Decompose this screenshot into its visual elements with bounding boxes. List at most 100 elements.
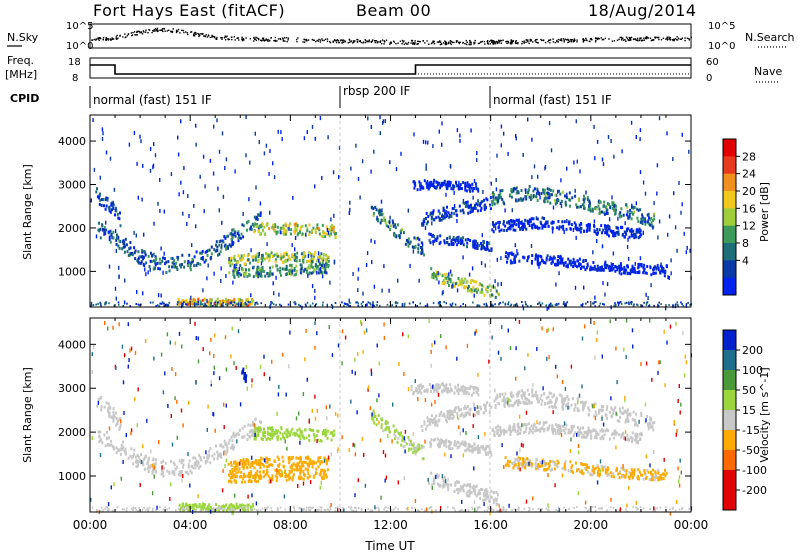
velocity-point: [215, 503, 218, 507]
power-point: [303, 136, 306, 141]
power-point: [603, 303, 605, 306]
velocity-point: [107, 443, 109, 446]
power-point: [537, 174, 539, 179]
power-point: [268, 171, 270, 176]
power-point: [256, 217, 259, 221]
velocity-point: [307, 472, 310, 476]
power-point: [272, 223, 275, 227]
power-point: [557, 255, 560, 258]
velocity-point: [153, 463, 156, 467]
velocity-point: [198, 453, 201, 457]
noise-point: [487, 42, 489, 44]
power-point: [295, 255, 298, 259]
velocity-point: [410, 447, 413, 451]
power-point: [584, 259, 587, 262]
velocity-point: [114, 411, 117, 415]
power-point: [97, 228, 100, 232]
noise-point: [359, 40, 362, 43]
power-point: [496, 291, 499, 295]
velocity-point: [477, 451, 480, 454]
velocity-point: [182, 458, 185, 462]
power-point: [136, 290, 138, 294]
velocity-point: [143, 467, 146, 471]
velocity-point: [301, 462, 304, 466]
velocity-point: [535, 390, 537, 394]
velocity-point: [313, 434, 316, 438]
noise-point: [255, 39, 258, 42]
power-point: [472, 208, 474, 212]
noise-point: [628, 36, 630, 39]
power-point: [270, 303, 272, 306]
noise-point: [199, 34, 201, 37]
velocity-point: [278, 462, 281, 466]
power-point: [492, 195, 495, 199]
power-point: [504, 208, 506, 213]
power-point: [213, 124, 215, 129]
velocity-point: [621, 412, 624, 416]
power-point: [282, 226, 285, 230]
power-point: [536, 225, 538, 229]
noise-point: [93, 38, 95, 41]
velocity-point: [393, 433, 396, 437]
power-point: [639, 263, 642, 266]
power-point: [246, 221, 249, 225]
noise-point: [223, 37, 226, 39]
noise-point: [231, 38, 233, 41]
power-point: [473, 179, 476, 183]
velocity-point: [194, 461, 197, 465]
power-point: [439, 234, 442, 238]
noise-point: [672, 39, 674, 42]
velocity-point: [207, 456, 210, 460]
velocity-point: [454, 481, 457, 485]
velocity-point: [200, 509, 203, 513]
power-point: [449, 214, 452, 218]
power-point: [102, 228, 104, 231]
power-point: [636, 230, 639, 234]
power-point: [509, 305, 512, 308]
power-point: [285, 265, 288, 268]
power-point: [157, 304, 159, 307]
power-point: [315, 266, 318, 270]
power-point: [543, 199, 545, 203]
noise-point: [629, 37, 631, 40]
power-point: [317, 265, 320, 269]
power-point: [221, 303, 224, 306]
velocity-point: [398, 432, 401, 435]
power-point: [374, 240, 376, 245]
velocity-point: [105, 436, 108, 440]
velocity-point: [110, 415, 113, 419]
velocity-point: [443, 484, 446, 488]
power-point: [299, 304, 302, 307]
power-point: [653, 304, 655, 307]
power-point: [386, 303, 389, 306]
velocity-point: [249, 465, 252, 469]
power-point: [484, 263, 486, 268]
power-point: [649, 223, 652, 227]
noise-point: [470, 41, 472, 43]
power-point: [550, 148, 553, 153]
power-point: [235, 271, 238, 274]
velocity-point: [323, 456, 326, 460]
noise-point: [412, 42, 414, 44]
power-point: [401, 228, 404, 232]
power-point: [357, 276, 359, 281]
power-point: [601, 210, 603, 214]
noise-point: [453, 41, 455, 44]
velocity-point: [325, 475, 328, 479]
velocity-point: [99, 437, 102, 441]
velocity-point: [276, 455, 279, 459]
power-point: [416, 305, 418, 307]
power-point: [647, 222, 650, 226]
power-point: [635, 201, 637, 206]
velocity-point: [227, 473, 230, 477]
power-point: [378, 211, 380, 215]
power-point: [357, 302, 359, 305]
power-point: [503, 131, 505, 136]
power-point: [325, 259, 328, 263]
power-point: [576, 259, 579, 263]
power-point: [510, 195, 513, 199]
power-point: [588, 199, 591, 204]
power-point: [114, 213, 116, 217]
velocity-point: [486, 444, 489, 448]
power-point: [600, 268, 603, 272]
